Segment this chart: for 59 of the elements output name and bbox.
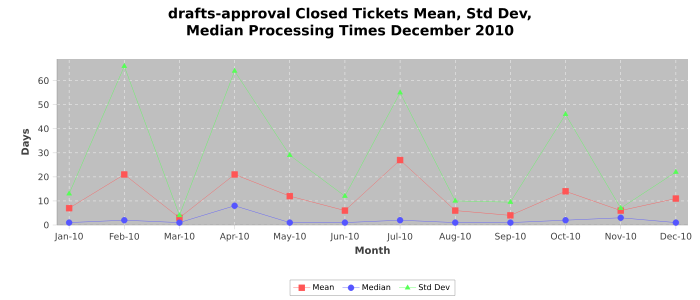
x-tick-label: Dec-10 <box>660 232 692 240</box>
y-axis-title: Days <box>21 128 31 155</box>
point <box>176 219 183 226</box>
point <box>286 152 293 157</box>
legend-label: Median <box>362 284 390 290</box>
point <box>176 212 182 218</box>
x-axis-title: Month <box>356 246 390 254</box>
point <box>342 207 348 214</box>
chart-title: drafts-approval Closed Tickets Mean, Std Dev, Median Processing Times December 2010 <box>168 8 531 38</box>
x-tick-label: Mar-10 <box>164 232 194 240</box>
y-tick-label: 20 <box>38 173 49 180</box>
point <box>508 198 514 204</box>
point <box>342 219 348 226</box>
point <box>673 168 679 174</box>
point <box>396 216 404 224</box>
x-tick-label: Jan-10 <box>54 232 83 242</box>
point <box>286 219 293 226</box>
point <box>232 68 238 73</box>
y-tick-label: 30 <box>38 149 49 156</box>
point <box>231 202 238 209</box>
point <box>231 171 238 178</box>
point <box>562 216 569 224</box>
point <box>672 219 680 226</box>
point <box>672 195 680 202</box>
x-tick-label: Jun-10 <box>330 232 359 242</box>
y-tick-label: 10 <box>38 198 49 204</box>
legend-label: Mean <box>313 284 334 290</box>
point <box>397 89 403 94</box>
point <box>562 111 568 116</box>
point <box>121 216 128 224</box>
x-tick-label: Feb-10 <box>110 232 140 240</box>
y-tick-label: 40 <box>38 125 49 132</box>
x-tick-label: May-10 <box>274 232 306 242</box>
point <box>452 219 458 226</box>
point <box>121 171 128 178</box>
point <box>507 219 514 226</box>
point <box>562 188 569 195</box>
point <box>66 219 72 226</box>
legend-label: Std Dev <box>418 284 450 290</box>
point <box>618 214 624 221</box>
point <box>452 207 458 214</box>
x-tick-label: Apr-10 <box>220 232 249 242</box>
point <box>507 212 514 219</box>
point <box>618 204 624 210</box>
point <box>122 63 128 68</box>
point <box>396 156 404 164</box>
x-tick-label: Nov-10 <box>606 232 636 240</box>
y-tick-label: 0 <box>44 222 49 228</box>
y-tick-label: 50 <box>38 101 49 108</box>
point <box>452 198 458 203</box>
point <box>66 190 72 196</box>
x-tick-label: Oct-10 <box>550 232 580 240</box>
x-tick-label: Sep-10 <box>495 232 526 242</box>
x-tick-label: Jul-10 <box>386 232 412 242</box>
point <box>66 204 72 212</box>
point <box>286 192 293 200</box>
x-tick-label: Aug-10 <box>439 232 471 242</box>
point <box>342 192 348 198</box>
y-tick-label: 60 <box>38 77 49 84</box>
